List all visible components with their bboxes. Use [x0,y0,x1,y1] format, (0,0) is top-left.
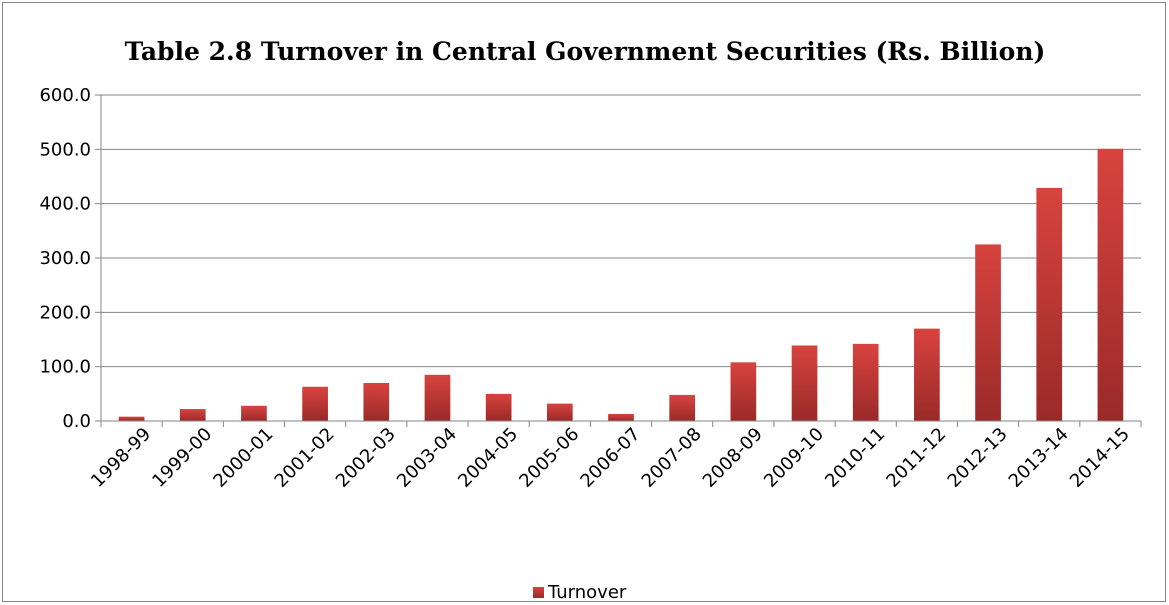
bar-1998-99 [118,416,145,421]
x-tick-label: 2006-07 [576,424,644,492]
x-tick-label: 2009-10 [760,424,828,492]
bar-2007-08 [669,394,696,421]
bars [118,148,1124,422]
bar-2011-12 [914,328,940,421]
x-tick-label: 2011-12 [882,424,950,492]
y-tick-label: 0.0 [62,411,91,432]
legend-swatch [533,587,544,598]
bar-2008-09 [730,362,757,421]
bar-2012-13 [975,244,1001,421]
x-tick-label: 2012-13 [944,424,1012,492]
legend-label: Turnover [547,582,627,603]
x-tick-label: 2001-02 [271,424,339,492]
bar-2004-05 [485,393,512,421]
x-tick-label: 2003-04 [393,424,461,492]
bar-2005-06 [546,403,573,421]
x-tick-label: 2013-14 [1005,424,1073,492]
bar-1999-00 [179,409,206,421]
x-tick-label: 2010-11 [821,424,889,492]
y-tick-label: 100.0 [39,357,91,378]
bar-2009-10 [791,345,818,421]
chart-svg: Table 2.8 Turnover in Central Government… [39,37,1142,603]
x-tick-label: 2005-06 [515,424,583,492]
bar-2002-03 [363,382,390,421]
bar-2013-14 [1036,187,1063,421]
y-tick-label: 300.0 [39,248,91,269]
bar-2003-04 [424,374,451,421]
chart-title: Table 2.8 Turnover in Central Government… [125,37,1046,66]
bar-2000-01 [241,405,267,421]
axes [100,95,1142,427]
x-tick-label: 1998-99 [87,424,155,492]
y-tick-label: 600.0 [39,85,91,106]
y-tick-label: 200.0 [39,302,91,323]
bar-2001-02 [302,386,328,421]
y-tick-label: 500.0 [39,139,91,160]
x-tick-label: 2002-03 [332,424,400,492]
x-tick-label: 2004-05 [454,424,522,492]
bar-2010-11 [852,343,879,421]
y-tick-label: 400.0 [39,194,91,215]
x-tick-labels: 1998-991999-002000-012001-022002-032003-… [87,424,1134,492]
x-tick-label: 2008-09 [699,424,767,492]
legend: Turnover [533,582,627,603]
x-tick-label: 1999-00 [148,424,216,492]
bar-2006-07 [608,413,634,421]
x-tick-label: 2000-01 [209,424,277,492]
x-tick-label: 2014-15 [1066,424,1134,492]
gridlines [95,94,1141,422]
x-tick-label: 2007-08 [638,424,706,492]
y-tick-labels: 0.0 100.0 200.0 300.0 400.0 500.0 600.0 [39,85,91,432]
bar-2014-15 [1097,148,1124,422]
